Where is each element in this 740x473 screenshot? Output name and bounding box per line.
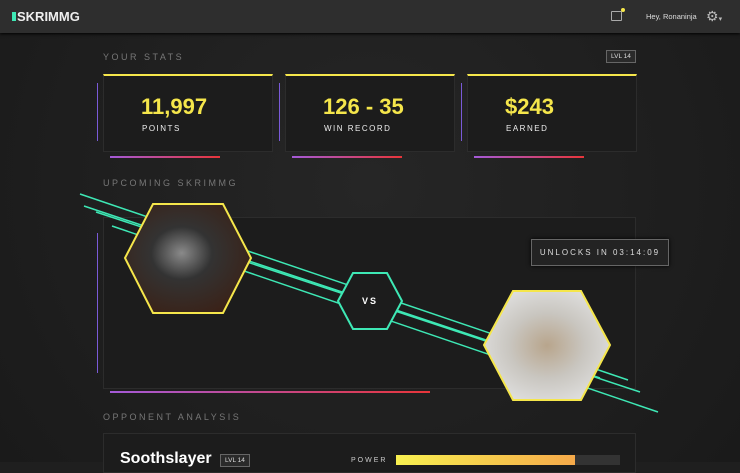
card-accent [97, 83, 98, 141]
stat-value: 11,997 [141, 94, 208, 119]
top-bar: SKRIMMG Hey, Ronaninja ⚙▾ [0, 0, 740, 33]
card-accent [110, 156, 220, 158]
section-title-opponent: OPPONENT ANALYSIS [103, 412, 242, 422]
opponent-name: Soothslayer [120, 450, 212, 467]
level-badge: LVL 14 [606, 50, 636, 63]
stat-card-points: 11,997 POINTS [103, 74, 273, 152]
power-label: POWER [351, 457, 388, 464]
stat-card-win-record: 126 - 35 WIN RECORD [285, 74, 455, 152]
stat-label: WIN RECORD [324, 124, 392, 133]
panel-accent [110, 391, 430, 393]
logo-text: SKRIMMG [17, 9, 80, 24]
greeting[interactable]: Hey, Ronaninja [646, 12, 697, 21]
card-accent [474, 156, 584, 158]
stat-value: 126 - 35 [323, 94, 404, 119]
card-accent [279, 83, 280, 141]
panel-accent [97, 233, 98, 373]
player-avatar [123, 203, 253, 314]
opponent-level-badge: LVL 14 [220, 454, 250, 467]
match-graphic [79, 193, 659, 413]
logo[interactable]: SKRIMMG [12, 9, 80, 24]
stat-value: $243 [505, 94, 554, 119]
unlock-timer: UNLOCKS IN 03:14:09 [531, 239, 669, 266]
stat-card-earned: $243 EARNED [467, 74, 637, 152]
vs-badge [336, 272, 404, 330]
power-bar [396, 455, 620, 465]
card-accent [461, 83, 462, 141]
stat-label: EARNED [506, 124, 549, 133]
section-title-upcoming: UPCOMING SKRIMMG [103, 178, 239, 188]
gear-icon[interactable]: ⚙▾ [706, 8, 723, 24]
card-accent [292, 156, 402, 158]
section-title-stats: YOUR STATS [103, 52, 185, 62]
stat-label: POINTS [142, 124, 181, 133]
chat-icon[interactable] [611, 8, 625, 21]
notification-dot [621, 8, 625, 12]
vs-label: VS [361, 296, 378, 306]
power-bar-fill [396, 455, 576, 465]
opponent-avatar [482, 290, 612, 401]
